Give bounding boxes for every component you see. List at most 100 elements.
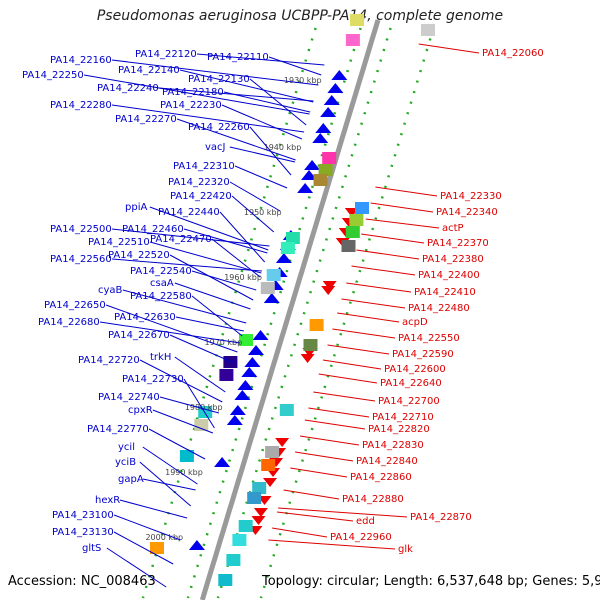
gene-label-PA14_22330: PA14_22330 [440, 191, 502, 202]
gene-leader-PA14_22860 [290, 467, 348, 478]
gene-label-PA14_22310: PA14_22310 [173, 161, 235, 172]
gene-label-yciB: yciB [115, 457, 136, 468]
feature-block-20 [309, 319, 324, 331]
gene-label-PA14_22460: PA14_22460 [122, 224, 184, 235]
gene-leader-PA14_22670 [169, 334, 235, 364]
gene-leader-cyaB [122, 289, 247, 324]
gene-leader-PA14_22140 [179, 69, 314, 103]
minus-gene-arrow-16 [252, 330, 269, 340]
gene-label-PA14_23100: PA14_23100 [52, 510, 114, 521]
gene-leader-PA14_22680 [99, 321, 241, 344]
gene-label-PA14_22510: PA14_22510 [88, 237, 150, 248]
gene-label-PA14_22960: PA14_22960 [330, 532, 392, 543]
feature-block-3 [318, 164, 333, 176]
feature-block-25 [252, 482, 267, 494]
gene-leader-trkH [174, 356, 226, 393]
gene-label-cpxR: cpxR [128, 405, 153, 416]
gene-label-PA14_22400: PA14_22400 [418, 270, 480, 281]
gene-label-PA14_22130: PA14_22130 [188, 74, 250, 85]
feature-block-23 [265, 446, 280, 458]
gene-label-PA14_22180: PA14_22180 [162, 87, 224, 98]
gene-leader-ppiA [149, 206, 269, 251]
gene-label-PA14_22260: PA14_22260 [188, 122, 250, 133]
feature-block-12 [198, 406, 213, 418]
gene-label-PA14_22140: PA14_22140 [118, 65, 180, 76]
gene-leader-PA14_22880 [283, 489, 340, 500]
gene-leader-PA14_22480 [341, 298, 406, 309]
gene-leader-PA14_22720 [139, 359, 223, 403]
dotted-track-outer-left [141, 27, 317, 599]
gene-label-PA14_22410: PA14_22410 [414, 287, 476, 298]
plus-gene-arrow-13 [263, 478, 278, 487]
gene-label-glk: glk [398, 544, 413, 555]
gene-leader-PA14_22110 [268, 56, 322, 76]
plus-gene-arrow-6 [321, 286, 336, 295]
minus-gene-arrow-18 [244, 357, 261, 367]
gene-leader-edd [276, 511, 354, 522]
gene-leader-PA14_22270 [176, 118, 296, 161]
feature-block-10 [223, 356, 238, 368]
gene-label-PA14_22870: PA14_22870 [410, 512, 472, 523]
minus-gene-arrow-5 [315, 123, 332, 133]
gene-label-csaA: csaA [150, 278, 174, 289]
dotted-track-inner-left [186, 27, 362, 599]
gene-leader-PA14_22510 [149, 241, 262, 274]
feature-block-14 [179, 450, 194, 462]
gene-leader-PA14_22580 [191, 295, 243, 337]
gene-label-acpD: acpD [402, 317, 428, 328]
gene-leader-PA14_22460 [183, 228, 268, 254]
gene-leader-hexR [119, 499, 188, 519]
feature-block-17 [349, 214, 364, 226]
gene-leader-PA14_22830 [299, 435, 360, 446]
gene-label-PA14_22380: PA14_22380 [422, 254, 484, 265]
gene-label-PA14_22420: PA14_22420 [170, 191, 232, 202]
accession-text: Accession: NC_008463 [8, 574, 156, 589]
gene-leader-PA14_22630 [175, 316, 244, 332]
gene-leader-gltS [106, 547, 167, 588]
scale-label-3: 1950 kbp [244, 208, 282, 217]
gene-leader-PA14_22550 [332, 328, 396, 339]
gene-leader-PA14_22400 [351, 265, 416, 276]
gene-label-PA14_22370: PA14_22370 [427, 238, 489, 249]
gene-label-vacJ: vacJ [205, 142, 226, 153]
gene-leader-PA14_22060 [418, 43, 480, 54]
gene-leader-PA14_22250 [83, 74, 310, 115]
feature-block-13 [194, 419, 209, 431]
gene-label-PA14_22860: PA14_22860 [350, 472, 412, 483]
minus-gene-arrow-19 [241, 367, 258, 377]
minus-gene-arrow-1 [331, 70, 348, 80]
minus-gene-arrow-8 [301, 170, 318, 180]
feature-block-5 [285, 232, 300, 244]
minus-gene-arrow-17 [248, 345, 265, 355]
gene-leader-PA14_22230 [221, 104, 303, 140]
gene-leader-glk [268, 539, 396, 550]
gene-leader-PA14_22820 [304, 419, 366, 430]
gene-label-PA14_22550: PA14_22550 [398, 333, 460, 344]
gene-label-hexR: hexR [95, 495, 120, 506]
gene-leader-PA14_22710 [308, 407, 370, 418]
feature-block-16 [355, 202, 369, 214]
minus-gene-arrow-22 [229, 405, 246, 415]
minus-gene-arrow-21 [234, 390, 251, 400]
gene-leader-PA14_22440 [219, 211, 266, 263]
gene-leader-PA14_22420 [231, 195, 275, 233]
scale-label-2: 1940 kbp [264, 143, 302, 152]
gene-label-gltS: gltS [82, 543, 101, 554]
plus-gene-arrow-16 [251, 516, 266, 525]
minus-gene-arrow-23 [226, 415, 243, 425]
feature-block-15 [150, 542, 164, 554]
scale-label-5: 1970 kbp [205, 338, 243, 347]
gene-leader-ycil [142, 446, 198, 485]
gene-label-actP: actP [442, 223, 464, 234]
gene-label-PA14_22240: PA14_22240 [97, 83, 159, 94]
minus-gene-arrow-20 [237, 380, 254, 390]
gene-label-gapA: gapA [118, 474, 144, 485]
gene-leader-PA14_22380 [356, 249, 420, 260]
gene-label-PA14_22110: PA14_22110 [207, 52, 269, 63]
gene-leader-PA14_23100 [113, 514, 181, 541]
gene-leader-PA14_22320 [229, 181, 281, 212]
gene-leader-PA14_22840 [295, 451, 354, 462]
feature-block-26 [247, 492, 262, 504]
gene-leader-PA14_22260 [249, 126, 292, 176]
